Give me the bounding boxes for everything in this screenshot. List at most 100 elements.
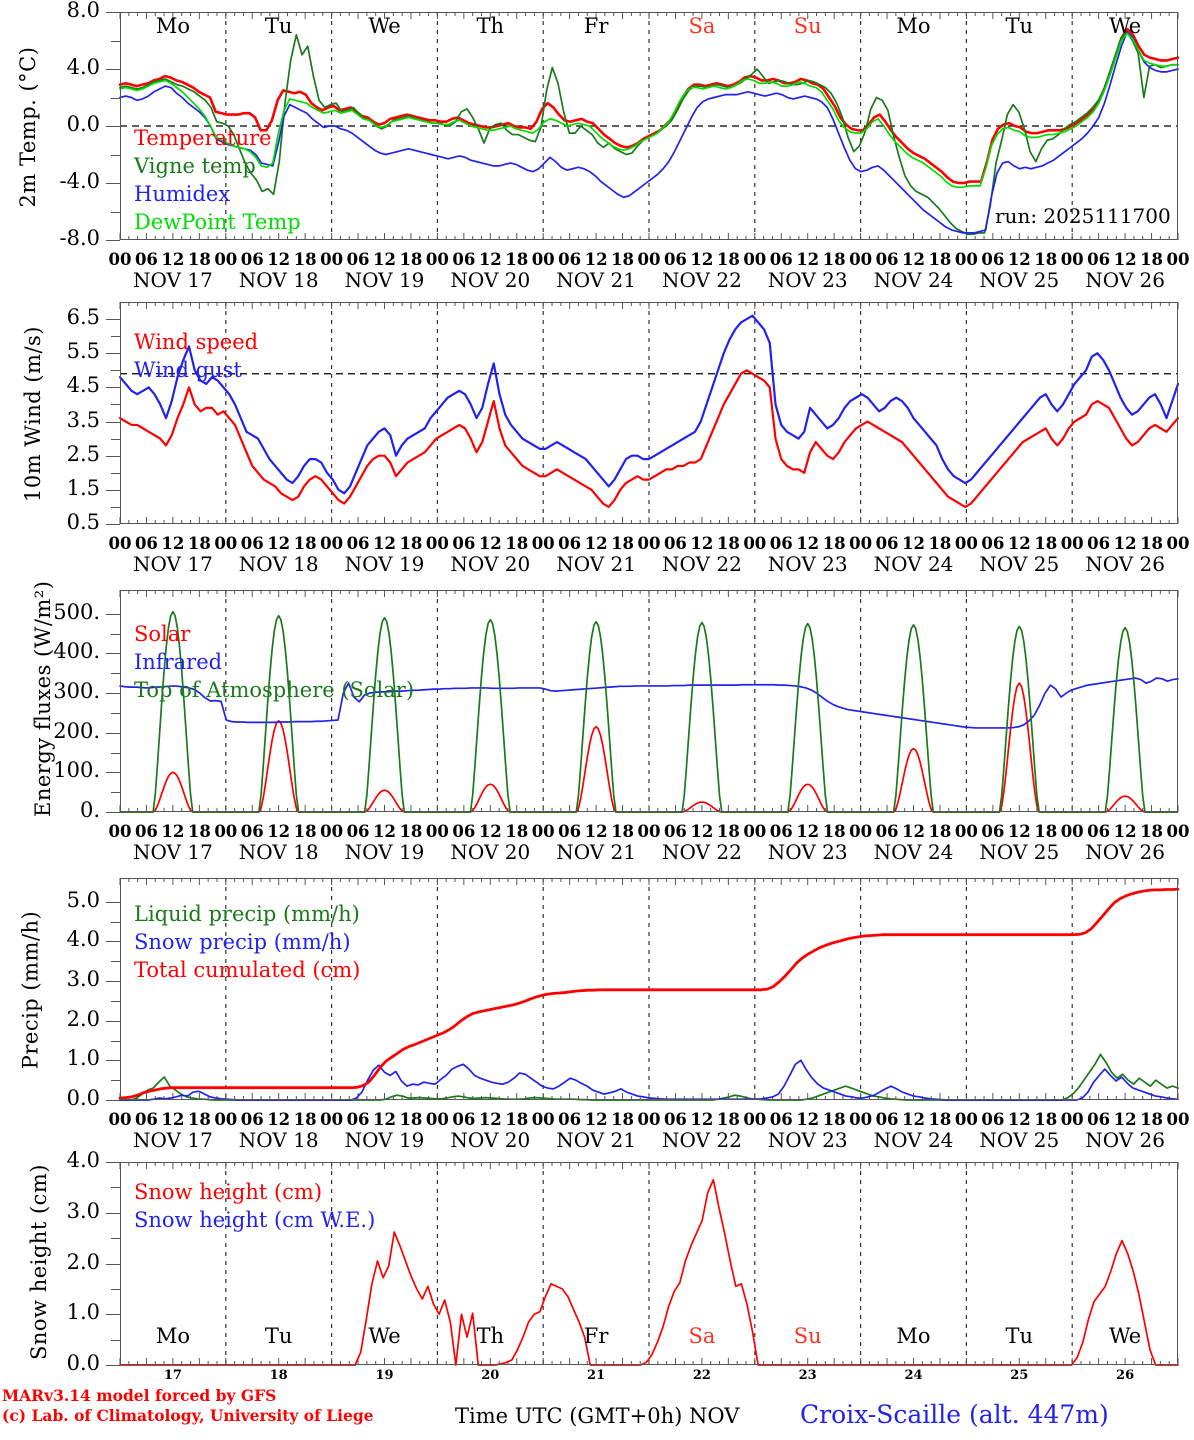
hour-tick-label: 00 bbox=[214, 250, 238, 269]
panel-snow-height: Snow height (cm) 0.0 1.0 2.0 3.0 4.0 Snow he… bbox=[0, 1148, 1194, 1440]
hour-tick-label: 06 bbox=[875, 1110, 899, 1129]
precip-hour-labels: 00 06 12 18 00 06 12 18 00 06 12 18 00 06 12 18 00 06 12 18… bbox=[109, 1110, 1190, 1130]
hour-tick-label: 18 bbox=[293, 250, 317, 269]
date-label: NOV 19 bbox=[344, 840, 425, 864]
date-label: NOV 25 bbox=[979, 1128, 1060, 1152]
hour-tick-label: 00 bbox=[1060, 822, 1084, 841]
wind-date-labels: NOV 17 NOV 18 NOV 19 NOV 20 NOV 21 NOV 22 NOV … bbox=[120, 552, 1178, 576]
temperature-legend: Temperature Vigne temp Humidex DewPoint Tem… bbox=[134, 124, 301, 236]
energy_fluxes-legend-item: Infrared bbox=[134, 650, 223, 674]
wind-y-tick-mark bbox=[106, 524, 120, 525]
precip-y-tick-label: 4.0 bbox=[66, 927, 100, 952]
hour-tick-label: 00 bbox=[425, 250, 449, 269]
date-label: NOV 24 bbox=[873, 268, 954, 292]
snow_height-legend-item: Snow height (cm) bbox=[134, 1180, 323, 1204]
day-of-week-label: Fr bbox=[583, 1324, 609, 1348]
snow-legend: Snow height (cm) Snow height (cm W.E.) bbox=[134, 1178, 375, 1234]
panel-wind: 10m Wind (m/s) 0.5 1.5 2.5 3.5 4.5 5.5 6.5 Win… bbox=[0, 292, 1194, 577]
hour-tick-label: 18 bbox=[293, 1110, 317, 1129]
energy_fluxes-y-tick-label: 0. bbox=[79, 798, 100, 822]
hour-tick-label: 06 bbox=[134, 822, 158, 841]
hour-tick-label: 06 bbox=[240, 250, 264, 269]
hour-tick-label: 18 bbox=[505, 1110, 529, 1129]
energy_fluxes-y-minor-tick bbox=[111, 673, 120, 675]
hour-tick-label: 18 bbox=[399, 822, 423, 841]
hour-tick-label: 18 bbox=[822, 534, 846, 553]
day-number-label: 17 bbox=[163, 1368, 182, 1383]
day-of-week-label: Tu bbox=[264, 14, 293, 38]
hour-tick-label: 06 bbox=[558, 1110, 582, 1129]
footer-station-label: Croix-Scaille (alt. 447m) bbox=[800, 1400, 1109, 1429]
hour-tick-label: 00 bbox=[425, 822, 449, 841]
hour-tick-label: 06 bbox=[452, 250, 476, 269]
wind-chart bbox=[118, 302, 1180, 524]
date-label: NOV 20 bbox=[450, 840, 531, 864]
panel-precip: Precip (mm/h) 0.0 1.0 2.0 3.0 4.0 5.0 Liquid … bbox=[0, 868, 1194, 1153]
energy_fluxes-y-tick-label: 400. bbox=[53, 639, 100, 664]
hour-tick-label: 18 bbox=[822, 250, 846, 269]
precip-y-minor-tick bbox=[111, 1000, 120, 1002]
hour-tick-label: 12 bbox=[902, 534, 925, 553]
hour-tick-label: 12 bbox=[690, 534, 714, 553]
hour-tick-label: 12 bbox=[690, 822, 714, 841]
day-of-week-label: Mo bbox=[155, 14, 190, 38]
wind-y-tick-label: 4.5 bbox=[66, 373, 100, 398]
hour-tick-label: 18 bbox=[293, 822, 317, 841]
date-label: NOV 17 bbox=[132, 268, 213, 292]
temperature-y-tick-mark bbox=[106, 183, 120, 184]
hour-tick-label: 12 bbox=[161, 250, 185, 269]
energy_fluxes-y-tick-label: 300. bbox=[53, 679, 100, 704]
hour-tick-label: 00 bbox=[849, 534, 873, 553]
hour-tick-label: 06 bbox=[346, 250, 370, 269]
snow_height-y-tick-mark bbox=[106, 1314, 120, 1316]
hour-tick-label: 12 bbox=[161, 1110, 185, 1129]
wind-legend-item: Wind speed bbox=[134, 330, 259, 354]
hour-tick-label: 00 bbox=[320, 250, 344, 269]
temperature-y-tick-mark bbox=[106, 240, 120, 241]
hour-tick-label: 18 bbox=[716, 534, 740, 553]
hour-tick-label: 00 bbox=[214, 1110, 238, 1129]
hour-tick-label: 00 bbox=[108, 250, 132, 269]
hour-tick-label: 12 bbox=[902, 822, 925, 841]
day-of-week-label: Su bbox=[793, 1324, 822, 1348]
hour-tick-label: 06 bbox=[981, 822, 1005, 841]
precip-legend-item: Snow precip (mm/h) bbox=[134, 930, 351, 954]
day-of-week-label: Mo bbox=[896, 14, 931, 38]
hour-tick-label: 06 bbox=[663, 534, 687, 553]
hour-tick-label: 12 bbox=[584, 822, 608, 841]
hour-tick-label: 06 bbox=[981, 250, 1005, 269]
hour-tick-label: 12 bbox=[161, 822, 185, 841]
energy_fluxes-y-tick-mark bbox=[106, 653, 120, 655]
snow_height-y-minor-tick bbox=[111, 1288, 120, 1290]
run-label: run: 2025111700 bbox=[995, 204, 1171, 228]
energy-plot-area bbox=[119, 590, 1179, 813]
temperature-y-tick-label: 0.0 bbox=[66, 112, 100, 136]
hour-tick-label: 12 bbox=[1113, 534, 1137, 553]
hour-tick-label: 06 bbox=[134, 534, 158, 553]
date-label: NOV 26 bbox=[1085, 552, 1165, 576]
footer-lab-line: (c) Lab. of Climatology, University of L… bbox=[2, 1406, 374, 1425]
hour-tick-label: 18 bbox=[611, 250, 635, 269]
hour-tick-label: 18 bbox=[1034, 1110, 1058, 1129]
precip-y-minor-tick bbox=[111, 961, 120, 963]
precip-legend-item: Liquid precip (mm/h) bbox=[134, 902, 360, 926]
panel-energy-fluxes: Energy fluxes (W/m²) 0. 100. 200. 300. 400. 5… bbox=[0, 580, 1194, 865]
temperature-legend-item: Temperature bbox=[134, 126, 272, 150]
hour-tick-label: 00 bbox=[214, 534, 238, 553]
hour-tick-label: 06 bbox=[240, 1110, 264, 1129]
hour-tick-label: 18 bbox=[1034, 250, 1058, 269]
energy_fluxes-y-tick-mark bbox=[106, 613, 120, 615]
day-of-week-label: Tu bbox=[1005, 1324, 1034, 1348]
wind-y-tick-mark bbox=[106, 489, 120, 491]
hour-tick-label: 06 bbox=[240, 822, 264, 841]
hour-tick-label: 18 bbox=[1140, 250, 1164, 269]
hour-tick-label: 18 bbox=[611, 822, 635, 841]
wind-legend-item: Wind gust bbox=[134, 358, 242, 382]
hour-tick-label: 00 bbox=[320, 1110, 344, 1129]
hour-tick-label: 18 bbox=[928, 822, 952, 841]
date-label: NOV 23 bbox=[767, 1128, 848, 1152]
hour-tick-label: 12 bbox=[902, 250, 925, 269]
hour-tick-label: 18 bbox=[1140, 534, 1164, 553]
day-of-week-label: Fr bbox=[583, 14, 609, 38]
wind-y-tick-label: 6.5 bbox=[66, 305, 100, 330]
